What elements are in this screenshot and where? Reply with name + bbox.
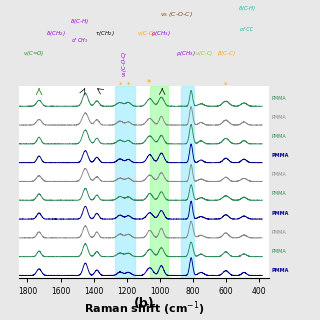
Text: PMMA: PMMA	[272, 96, 287, 101]
Text: $\nu_4$(C-O-C): $\nu_4$(C-O-C)	[121, 51, 130, 77]
Text: *: *	[224, 82, 228, 88]
Text: $\delta$(C-H): $\delta$(C-H)	[238, 4, 256, 13]
Text: (b): (b)	[134, 297, 154, 310]
Text: $\beta$(C-C): $\beta$(C-C)	[217, 49, 236, 58]
X-axis label: Raman shift (cm$^{-1}$): Raman shift (cm$^{-1}$)	[84, 299, 204, 318]
Text: *: *	[127, 82, 130, 88]
Bar	[150, 86, 168, 278]
Text: *: *	[118, 82, 122, 88]
Text: PMMA: PMMA	[272, 249, 287, 254]
Text: PMMA: PMMA	[272, 268, 289, 273]
Text: $\nu$(C=O): $\nu$(C=O)	[23, 49, 45, 58]
Text: PMMA: PMMA	[272, 230, 287, 235]
Bar	[115, 86, 135, 278]
Text: $\rho$(CH$_3$): $\rho$(CH$_3$)	[151, 29, 171, 38]
Text: PMMA: PMMA	[272, 211, 289, 216]
Text: PMMA: PMMA	[272, 172, 287, 177]
Text: of CH$_3$: of CH$_3$	[71, 36, 88, 45]
Text: of CC: of CC	[241, 27, 253, 32]
Text: PMMA: PMMA	[272, 191, 287, 196]
Text: $\rho$(CH$_2$): $\rho$(CH$_2$)	[176, 49, 196, 58]
Text: $\nu$(C-O): $\nu$(C-O)	[137, 29, 156, 38]
Text: PMMA: PMMA	[272, 153, 289, 158]
Text: $\delta$(C-H): $\delta$(C-H)	[70, 17, 89, 26]
Text: $\nu$(C-C): $\nu$(C-C)	[196, 49, 214, 58]
Text: PMMA: PMMA	[272, 115, 287, 120]
Text: *: *	[147, 79, 151, 88]
Text: $\delta$(CH$_2$): $\delta$(CH$_2$)	[46, 29, 65, 38]
Text: PMMA: PMMA	[272, 134, 287, 139]
Text: $\tau$(CH$_2$): $\tau$(CH$_2$)	[95, 29, 115, 38]
Bar	[181, 86, 195, 278]
Text: $\nu_S$ (C-O-C): $\nu_S$ (C-O-C)	[160, 10, 193, 19]
